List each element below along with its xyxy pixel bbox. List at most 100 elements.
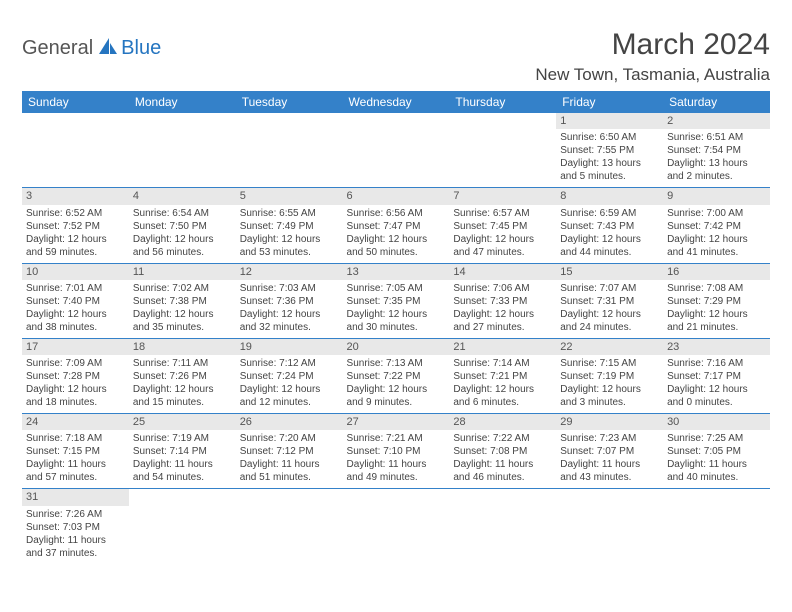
sunrise-text: Sunrise: 7:15 AM <box>560 357 659 370</box>
day-number: 21 <box>449 339 556 355</box>
day-number: 1 <box>556 113 663 129</box>
sunrise-text: Sunrise: 7:25 AM <box>667 432 766 445</box>
daylight-text: Daylight: 12 hours <box>26 383 125 396</box>
day-number: 12 <box>236 264 343 280</box>
calendar-day-cell: 17Sunrise: 7:09 AMSunset: 7:28 PMDayligh… <box>22 338 129 413</box>
sunrise-text: Sunrise: 7:14 AM <box>453 357 552 370</box>
daylight-text: Daylight: 12 hours <box>240 308 339 321</box>
calendar-day-cell <box>343 113 450 188</box>
sunset-text: Sunset: 7:33 PM <box>453 295 552 308</box>
sunrise-text: Sunrise: 7:11 AM <box>133 357 232 370</box>
calendar-day-cell <box>129 489 236 564</box>
day-number: 24 <box>22 414 129 430</box>
day-number: 23 <box>663 339 770 355</box>
daylight-text: Daylight: 12 hours <box>560 383 659 396</box>
calendar-day-cell <box>22 113 129 188</box>
daylight-text: and 3 minutes. <box>560 396 659 409</box>
calendar-week-row: 3Sunrise: 6:52 AMSunset: 7:52 PMDaylight… <box>22 188 770 263</box>
day-content: Sunrise: 7:18 AMSunset: 7:15 PMDaylight:… <box>22 430 129 488</box>
weekday-header: Wednesday <box>343 91 450 113</box>
day-content: Sunrise: 7:21 AMSunset: 7:10 PMDaylight:… <box>343 430 450 488</box>
daylight-text: Daylight: 12 hours <box>347 233 446 246</box>
daylight-text: Daylight: 13 hours <box>560 157 659 170</box>
daylight-text: Daylight: 12 hours <box>133 383 232 396</box>
daylight-text: Daylight: 12 hours <box>240 233 339 246</box>
calendar-day-cell: 31Sunrise: 7:26 AMSunset: 7:03 PMDayligh… <box>22 489 129 564</box>
daylight-text: and 41 minutes. <box>667 246 766 259</box>
day-number: 26 <box>236 414 343 430</box>
daylight-text: Daylight: 12 hours <box>133 308 232 321</box>
day-number: 3 <box>22 188 129 204</box>
daylight-text: and 37 minutes. <box>26 547 125 560</box>
sunrise-text: Sunrise: 6:55 AM <box>240 207 339 220</box>
calendar-day-cell: 19Sunrise: 7:12 AMSunset: 7:24 PMDayligh… <box>236 338 343 413</box>
sunrise-text: Sunrise: 7:21 AM <box>347 432 446 445</box>
day-content: Sunrise: 6:57 AMSunset: 7:45 PMDaylight:… <box>449 205 556 263</box>
calendar-day-cell: 13Sunrise: 7:05 AMSunset: 7:35 PMDayligh… <box>343 263 450 338</box>
sunset-text: Sunset: 7:43 PM <box>560 220 659 233</box>
daylight-text: Daylight: 12 hours <box>667 308 766 321</box>
logo-sail-icon <box>97 36 119 61</box>
daylight-text: and 50 minutes. <box>347 246 446 259</box>
calendar-day-cell: 8Sunrise: 6:59 AMSunset: 7:43 PMDaylight… <box>556 188 663 263</box>
day-content: Sunrise: 7:01 AMSunset: 7:40 PMDaylight:… <box>22 280 129 338</box>
day-content: Sunrise: 7:00 AMSunset: 7:42 PMDaylight:… <box>663 205 770 263</box>
calendar-table: Sunday Monday Tuesday Wednesday Thursday… <box>22 91 770 564</box>
day-content: Sunrise: 7:09 AMSunset: 7:28 PMDaylight:… <box>22 355 129 413</box>
daylight-text: Daylight: 12 hours <box>26 233 125 246</box>
sunrise-text: Sunrise: 6:59 AM <box>560 207 659 220</box>
sunset-text: Sunset: 7:31 PM <box>560 295 659 308</box>
sunrise-text: Sunrise: 7:12 AM <box>240 357 339 370</box>
sunrise-text: Sunrise: 6:57 AM <box>453 207 552 220</box>
day-number: 15 <box>556 264 663 280</box>
sunset-text: Sunset: 7:24 PM <box>240 370 339 383</box>
daylight-text: Daylight: 12 hours <box>26 308 125 321</box>
calendar-day-cell: 24Sunrise: 7:18 AMSunset: 7:15 PMDayligh… <box>22 414 129 489</box>
calendar-day-cell: 2Sunrise: 6:51 AMSunset: 7:54 PMDaylight… <box>663 113 770 188</box>
calendar-day-cell: 6Sunrise: 6:56 AMSunset: 7:47 PMDaylight… <box>343 188 450 263</box>
daylight-text: Daylight: 11 hours <box>453 458 552 471</box>
daylight-text: and 59 minutes. <box>26 246 125 259</box>
day-content: Sunrise: 7:23 AMSunset: 7:07 PMDaylight:… <box>556 430 663 488</box>
sunrise-text: Sunrise: 7:07 AM <box>560 282 659 295</box>
calendar-day-cell: 16Sunrise: 7:08 AMSunset: 7:29 PMDayligh… <box>663 263 770 338</box>
calendar-day-cell: 26Sunrise: 7:20 AMSunset: 7:12 PMDayligh… <box>236 414 343 489</box>
sunrise-text: Sunrise: 7:22 AM <box>453 432 552 445</box>
daylight-text: Daylight: 12 hours <box>560 233 659 246</box>
daylight-text: and 2 minutes. <box>667 170 766 183</box>
calendar-day-cell: 18Sunrise: 7:11 AMSunset: 7:26 PMDayligh… <box>129 338 236 413</box>
day-number: 18 <box>129 339 236 355</box>
calendar-day-cell: 12Sunrise: 7:03 AMSunset: 7:36 PMDayligh… <box>236 263 343 338</box>
day-content: Sunrise: 7:05 AMSunset: 7:35 PMDaylight:… <box>343 280 450 338</box>
calendar-week-row: 31Sunrise: 7:26 AMSunset: 7:03 PMDayligh… <box>22 489 770 564</box>
calendar-day-cell: 23Sunrise: 7:16 AMSunset: 7:17 PMDayligh… <box>663 338 770 413</box>
sunset-text: Sunset: 7:54 PM <box>667 144 766 157</box>
sunrise-text: Sunrise: 7:19 AM <box>133 432 232 445</box>
day-content: Sunrise: 7:25 AMSunset: 7:05 PMDaylight:… <box>663 430 770 488</box>
sunset-text: Sunset: 7:38 PM <box>133 295 232 308</box>
day-number: 10 <box>22 264 129 280</box>
daylight-text: and 24 minutes. <box>560 321 659 334</box>
weekday-header: Tuesday <box>236 91 343 113</box>
weekday-header-row: Sunday Monday Tuesday Wednesday Thursday… <box>22 91 770 113</box>
day-number: 4 <box>129 188 236 204</box>
day-content: Sunrise: 6:50 AMSunset: 7:55 PMDaylight:… <box>556 129 663 187</box>
daylight-text: and 35 minutes. <box>133 321 232 334</box>
sunrise-text: Sunrise: 7:03 AM <box>240 282 339 295</box>
sunrise-text: Sunrise: 7:05 AM <box>347 282 446 295</box>
sunset-text: Sunset: 7:03 PM <box>26 521 125 534</box>
sunrise-text: Sunrise: 7:23 AM <box>560 432 659 445</box>
calendar-day-cell: 4Sunrise: 6:54 AMSunset: 7:50 PMDaylight… <box>129 188 236 263</box>
day-content: Sunrise: 7:03 AMSunset: 7:36 PMDaylight:… <box>236 280 343 338</box>
calendar-day-cell <box>343 489 450 564</box>
sunset-text: Sunset: 7:36 PM <box>240 295 339 308</box>
calendar-day-cell <box>449 489 556 564</box>
calendar-day-cell: 20Sunrise: 7:13 AMSunset: 7:22 PMDayligh… <box>343 338 450 413</box>
weekday-header: Monday <box>129 91 236 113</box>
daylight-text: Daylight: 11 hours <box>560 458 659 471</box>
day-number: 31 <box>22 489 129 505</box>
day-content: Sunrise: 7:02 AMSunset: 7:38 PMDaylight:… <box>129 280 236 338</box>
sunrise-text: Sunrise: 6:51 AM <box>667 131 766 144</box>
logo-text-general: General <box>22 37 93 60</box>
daylight-text: and 27 minutes. <box>453 321 552 334</box>
